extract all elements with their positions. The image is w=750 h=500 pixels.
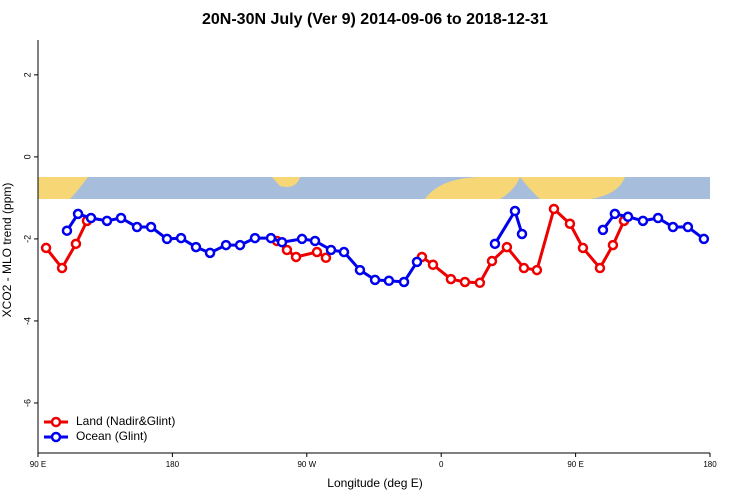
y-tick-label: -2 [22, 235, 32, 243]
point [281, 244, 293, 256]
x-tick-label: 90 W [297, 460, 316, 469]
point [320, 252, 332, 264]
point [311, 246, 323, 258]
point [509, 205, 521, 217]
point [652, 212, 664, 224]
point [398, 276, 410, 288]
point [489, 238, 501, 250]
y-tick-label: -6 [22, 399, 32, 407]
point [190, 241, 202, 253]
point [70, 238, 82, 250]
legend-marker [50, 416, 62, 428]
point [296, 233, 308, 245]
point [338, 246, 350, 258]
y-tick-label: 2 [22, 72, 32, 77]
x-axis-label: Longitude (deg E) [327, 476, 422, 490]
point [445, 273, 457, 285]
point [459, 276, 471, 288]
point [101, 215, 113, 227]
point [383, 275, 395, 286]
legend-label: Land (Nadir&Glint) [76, 414, 175, 428]
y-tick-label: 0 [22, 154, 32, 159]
point [609, 208, 621, 220]
point [577, 242, 589, 254]
point [72, 208, 84, 220]
point [622, 211, 634, 223]
point [131, 221, 143, 233]
point [40, 242, 52, 254]
x-tick-label: 90 E [567, 460, 583, 469]
point [427, 259, 439, 271]
x-tick-label: 180 [166, 460, 180, 469]
point [501, 241, 513, 253]
point [369, 274, 381, 286]
point [61, 225, 73, 236]
point [115, 212, 127, 224]
point [234, 239, 246, 251]
point [682, 221, 694, 233]
point [607, 239, 619, 251]
point [594, 262, 606, 274]
point [564, 218, 576, 229]
x-tick-label: 90 E [30, 460, 46, 469]
point [325, 244, 337, 256]
x-tick-label: 0 [439, 460, 444, 469]
point [667, 221, 679, 233]
point [637, 215, 649, 227]
chart-title: 20N-30N July (Ver 9) 2014-09-06 to 2018-… [202, 11, 548, 28]
x-tick-label: 180 [703, 460, 717, 469]
legend-marker [50, 431, 62, 443]
point [474, 277, 486, 289]
point [265, 232, 277, 244]
point [85, 212, 97, 224]
point [531, 264, 543, 276]
point [486, 255, 498, 267]
point [204, 247, 216, 259]
point [56, 262, 68, 274]
point [518, 262, 530, 274]
point [145, 221, 157, 233]
point [276, 236, 288, 248]
point [597, 224, 609, 236]
point [161, 233, 173, 245]
point [249, 232, 261, 244]
point [175, 232, 187, 244]
map-strip [38, 177, 710, 199]
point [698, 233, 710, 245]
point [354, 264, 366, 276]
y-axis-label: XCO2 - MLO trend (ppm) [0, 183, 14, 318]
point [516, 228, 528, 240]
point [290, 251, 302, 263]
point [411, 256, 423, 268]
point [309, 235, 321, 247]
legend-label: Ocean (Glint) [76, 429, 147, 443]
point [220, 239, 232, 251]
y-tick-label: -4 [22, 317, 32, 325]
point [548, 203, 560, 215]
